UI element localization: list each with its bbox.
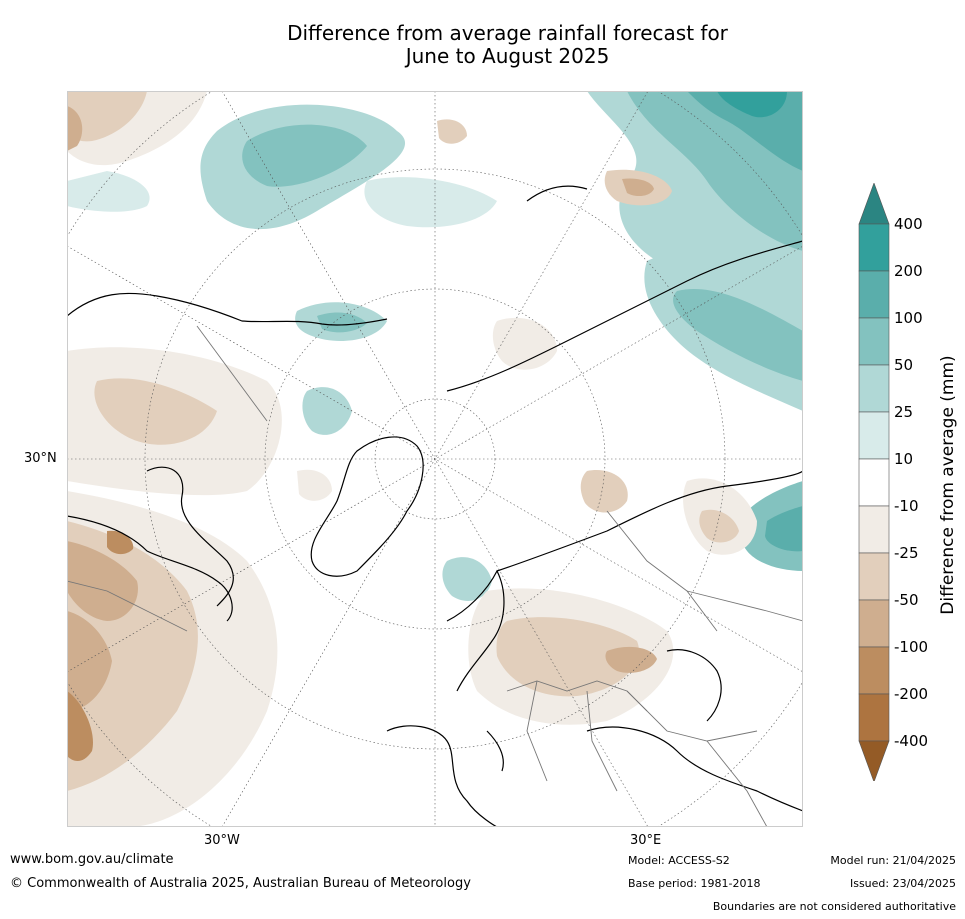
colorbar-swatch <box>858 599 890 648</box>
colorbar-swatch <box>858 552 890 601</box>
colorbar-tick-label: 50 <box>894 356 914 374</box>
map-title-line1: Difference from average rainfall forecas… <box>287 21 728 45</box>
copyright-text: © Commonwealth of Australia 2025, Austra… <box>10 876 471 891</box>
colorbar-tick-label: -10 <box>894 497 919 515</box>
colorbar-tick-label: -200 <box>894 685 929 703</box>
map-title: Difference from average rainfall forecas… <box>0 22 965 68</box>
colorbar-swatch <box>858 317 890 366</box>
label-30e: 30°E <box>630 833 662 848</box>
alaska-coast <box>67 292 388 326</box>
coastlines <box>67 185 803 827</box>
scandinavia-coast <box>446 569 505 692</box>
colorbar-swatch <box>858 646 890 695</box>
wet-anomaly-layer <box>67 91 803 641</box>
colorbar-swatch <box>858 693 890 742</box>
colorbar-extend-high <box>858 183 890 225</box>
colorbar-tick-label: 25 <box>894 403 914 421</box>
issued-date: Issued: 23/04/2025 <box>849 877 956 890</box>
colorbar-swatch <box>858 458 890 507</box>
colorbar-swatch <box>858 223 890 272</box>
label-30w: 30°W <box>204 833 240 848</box>
colorbar <box>858 183 890 781</box>
base-period: Base period: 1981-2018 <box>628 877 761 890</box>
graticule <box>67 91 803 827</box>
colorbar-swatch <box>858 411 890 460</box>
colorbar-title: Difference from average (mm) <box>938 355 958 615</box>
model-run-date: Model run: 21/04/2025 <box>830 854 956 867</box>
colorbar-tick-label: 10 <box>894 450 914 468</box>
colorbar-tick-label: 100 <box>894 309 923 327</box>
colorbar-tick-label: -400 <box>894 732 929 750</box>
colorbar-tick-label: 200 <box>894 262 923 280</box>
colorbar-swatch <box>858 364 890 413</box>
rainfall-anomaly-map <box>67 91 803 827</box>
map-frame <box>67 91 803 827</box>
hudson-bay-coast <box>146 466 234 607</box>
dry-anomaly-layer <box>67 91 757 827</box>
colorbar-tick-label: -100 <box>894 638 929 656</box>
mediterranean-coast <box>586 726 803 812</box>
model-name: Model: ACCESS-S2 <box>628 854 730 867</box>
east-canada-coast <box>67 515 233 622</box>
greenland-coast <box>310 436 424 577</box>
colorbar-swatch <box>858 270 890 319</box>
colorbar-tick-label: -25 <box>894 544 919 562</box>
siberia-coast-low <box>496 470 803 572</box>
colorbar-tick-label: 400 <box>894 215 923 233</box>
country-boundaries <box>67 325 803 827</box>
label-30n: 30°N <box>24 451 57 466</box>
caspian-coast <box>666 649 722 722</box>
colorbar-swatch <box>858 505 890 554</box>
website-link[interactable]: www.bom.gov.au/climate <box>10 852 174 867</box>
adriatic-coast <box>486 730 504 772</box>
map-title-line2: June to August 2025 <box>405 44 610 68</box>
map-canvas <box>67 91 803 827</box>
siberia-coast-high <box>446 240 803 392</box>
colorbar-extend-low <box>858 740 890 781</box>
chukotka-coast <box>526 185 588 202</box>
colorbar-tick-label: -50 <box>894 591 919 609</box>
boundary-disclaimer: Boundaries are not considered authoritat… <box>712 900 956 913</box>
europe-coast <box>386 725 498 827</box>
